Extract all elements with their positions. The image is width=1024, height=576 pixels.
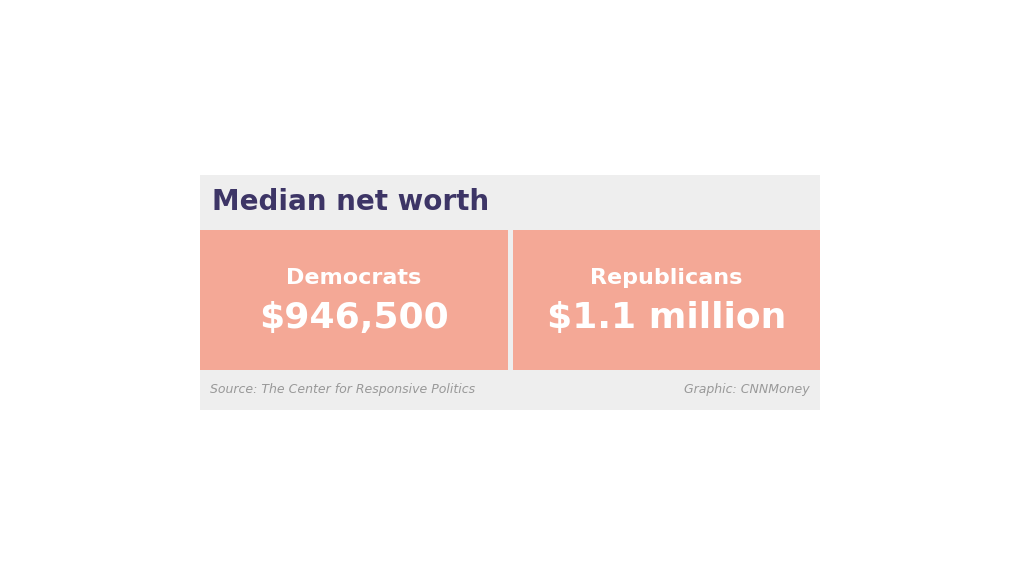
Text: Graphic: CNNMoney: Graphic: CNNMoney — [684, 384, 810, 396]
Bar — [200, 175, 820, 410]
Bar — [200, 230, 508, 370]
Text: Median net worth: Median net worth — [212, 188, 489, 217]
Text: Source: The Center for Responsive Politics: Source: The Center for Responsive Politi… — [210, 384, 475, 396]
Text: Republicans: Republicans — [590, 268, 742, 288]
Text: $1.1 million: $1.1 million — [547, 301, 786, 335]
Bar — [512, 230, 820, 370]
Text: Democrats: Democrats — [286, 268, 421, 288]
Text: $946,500: $946,500 — [259, 301, 449, 335]
